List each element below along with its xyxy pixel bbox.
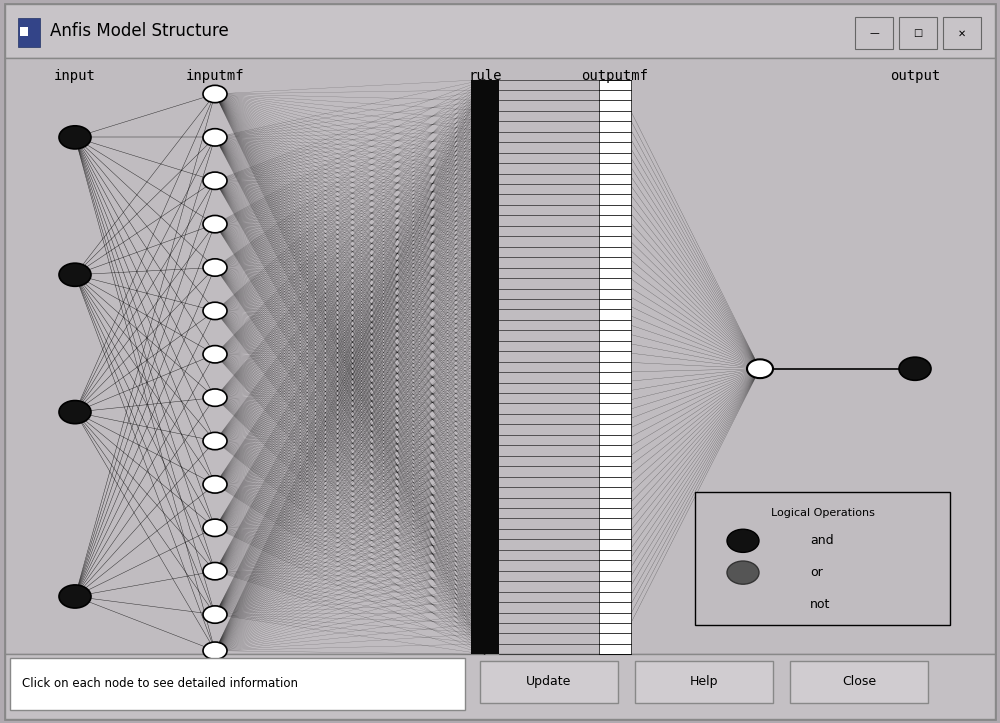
Circle shape xyxy=(203,346,227,363)
Text: outputmf: outputmf xyxy=(582,69,648,83)
Bar xyxy=(899,17,937,49)
Bar xyxy=(5,654,995,719)
Circle shape xyxy=(59,585,91,608)
Circle shape xyxy=(747,359,773,378)
Circle shape xyxy=(203,259,227,276)
Text: not: not xyxy=(810,598,830,611)
Bar xyxy=(480,661,618,703)
Circle shape xyxy=(203,476,227,493)
Bar xyxy=(18,18,40,47)
Circle shape xyxy=(203,562,227,580)
Text: Close: Close xyxy=(842,675,876,688)
Bar xyxy=(20,27,28,36)
Text: Logical Operations: Logical Operations xyxy=(771,508,874,518)
Text: or: or xyxy=(810,566,823,579)
Circle shape xyxy=(203,389,227,406)
Text: rule: rule xyxy=(468,69,502,83)
Bar xyxy=(471,80,499,654)
Circle shape xyxy=(899,357,931,380)
Bar xyxy=(695,492,950,625)
Bar xyxy=(855,17,893,49)
Circle shape xyxy=(203,642,227,659)
Circle shape xyxy=(203,85,227,103)
Circle shape xyxy=(203,215,227,233)
Text: and: and xyxy=(810,534,834,547)
Circle shape xyxy=(203,129,227,146)
Circle shape xyxy=(203,519,227,536)
Bar xyxy=(943,17,981,49)
Text: —: — xyxy=(869,28,879,38)
Text: Help: Help xyxy=(690,675,718,688)
Circle shape xyxy=(203,606,227,623)
Text: Anfis Model Structure: Anfis Model Structure xyxy=(50,22,229,40)
Circle shape xyxy=(203,172,227,189)
Text: Click on each node to see detailed information: Click on each node to see detailed infor… xyxy=(22,677,298,690)
Circle shape xyxy=(203,302,227,320)
Text: Update: Update xyxy=(526,675,572,688)
Circle shape xyxy=(203,432,227,450)
Circle shape xyxy=(59,263,91,286)
Circle shape xyxy=(727,529,759,552)
Text: inputmf: inputmf xyxy=(186,69,244,83)
Bar xyxy=(5,4,995,58)
Text: ✕: ✕ xyxy=(958,28,966,38)
Text: output: output xyxy=(890,69,940,83)
Circle shape xyxy=(59,126,91,149)
Bar xyxy=(599,80,631,654)
Bar xyxy=(5,58,995,654)
Circle shape xyxy=(727,561,759,584)
Bar xyxy=(635,661,773,703)
Bar xyxy=(790,661,928,703)
Bar xyxy=(10,658,465,710)
Circle shape xyxy=(59,401,91,424)
Text: □: □ xyxy=(913,28,923,38)
Text: input: input xyxy=(54,69,96,83)
